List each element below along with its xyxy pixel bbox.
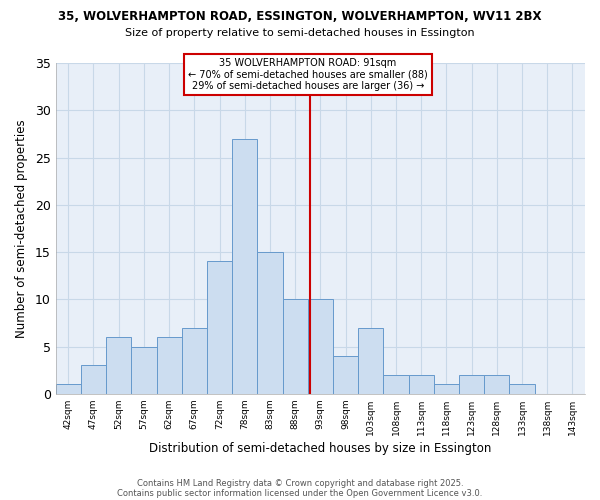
Y-axis label: Number of semi-detached properties: Number of semi-detached properties — [15, 119, 28, 338]
Bar — [106, 337, 131, 394]
Bar — [333, 356, 358, 394]
Bar — [81, 366, 106, 394]
Bar — [459, 375, 484, 394]
Bar — [182, 328, 207, 394]
Text: Contains public sector information licensed under the Open Government Licence v3: Contains public sector information licen… — [118, 488, 482, 498]
Bar — [383, 375, 409, 394]
Bar — [232, 138, 257, 394]
Bar — [56, 384, 81, 394]
Text: 35, WOLVERHAMPTON ROAD, ESSINGTON, WOLVERHAMPTON, WV11 2BX: 35, WOLVERHAMPTON ROAD, ESSINGTON, WOLVE… — [58, 10, 542, 23]
Bar — [409, 375, 434, 394]
Bar — [358, 328, 383, 394]
Bar — [509, 384, 535, 394]
Bar — [157, 337, 182, 394]
Text: Size of property relative to semi-detached houses in Essington: Size of property relative to semi-detach… — [125, 28, 475, 38]
Bar — [207, 262, 232, 394]
Bar — [257, 252, 283, 394]
Text: 35 WOLVERHAMPTON ROAD: 91sqm
← 70% of semi-detached houses are smaller (88)
29% : 35 WOLVERHAMPTON ROAD: 91sqm ← 70% of se… — [188, 58, 428, 92]
Bar — [131, 346, 157, 394]
Bar — [484, 375, 509, 394]
Bar — [308, 300, 333, 394]
X-axis label: Distribution of semi-detached houses by size in Essington: Distribution of semi-detached houses by … — [149, 442, 491, 455]
Bar — [434, 384, 459, 394]
Bar — [283, 300, 308, 394]
Text: Contains HM Land Registry data © Crown copyright and database right 2025.: Contains HM Land Registry data © Crown c… — [137, 478, 463, 488]
